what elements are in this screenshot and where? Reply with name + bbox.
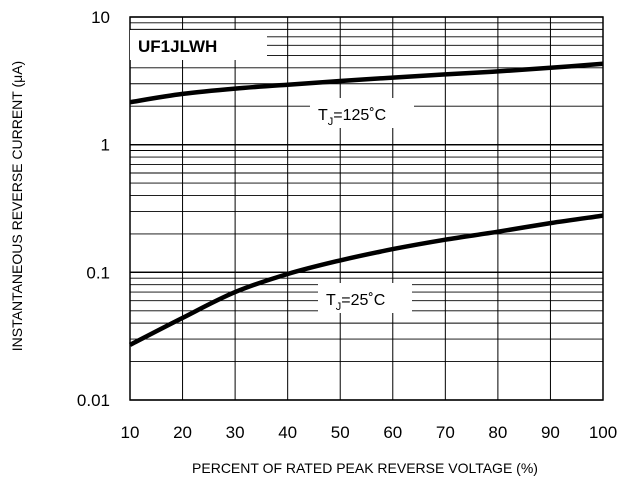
x-tick-label: 10 [121, 423, 140, 442]
series-label: TJ=125˚C [318, 107, 386, 128]
y-tick-label: 0.01 [77, 391, 110, 410]
y-axis-title: INSTANTANEOUS REVERSE CURRENT (μA) [9, 61, 25, 351]
y-tick-label: 0.1 [86, 263, 110, 282]
curves [128, 61, 604, 347]
series-line-0 [129, 61, 604, 105]
plot-frame [129, 16, 604, 401]
series-line-1 [128, 213, 604, 347]
x-tick-label: 60 [383, 423, 402, 442]
x-tick-label: 90 [541, 423, 560, 442]
x-tick-labels: 10 20 30 40 50 60 70 80 90 100 [121, 423, 618, 442]
x-tick-label: 70 [436, 423, 455, 442]
y-tick-label: 1 [101, 136, 110, 155]
series-labels: TJ=125˚C TJ=25˚C [310, 98, 414, 313]
series-label: TJ=25˚C [326, 292, 385, 313]
model-label: UF1JLWH [138, 37, 217, 56]
x-tick-label: 100 [589, 423, 617, 442]
x-axis-title: PERCENT OF RATED PEAK REVERSE VOLTAGE (%… [192, 460, 538, 476]
x-tick-label: 50 [331, 423, 350, 442]
series-label-background [318, 283, 412, 313]
x-tick-label: 20 [173, 423, 192, 442]
x-tick-label: 40 [278, 423, 297, 442]
y-tick-label: 10 [91, 8, 110, 27]
y-tick-labels: 0.01 0.1 1 10 [77, 8, 110, 410]
x-tick-label: 30 [226, 423, 245, 442]
grid [129, 16, 604, 401]
x-tick-label: 80 [488, 423, 507, 442]
series-label-background [310, 98, 414, 128]
model-label-background [130, 30, 267, 60]
